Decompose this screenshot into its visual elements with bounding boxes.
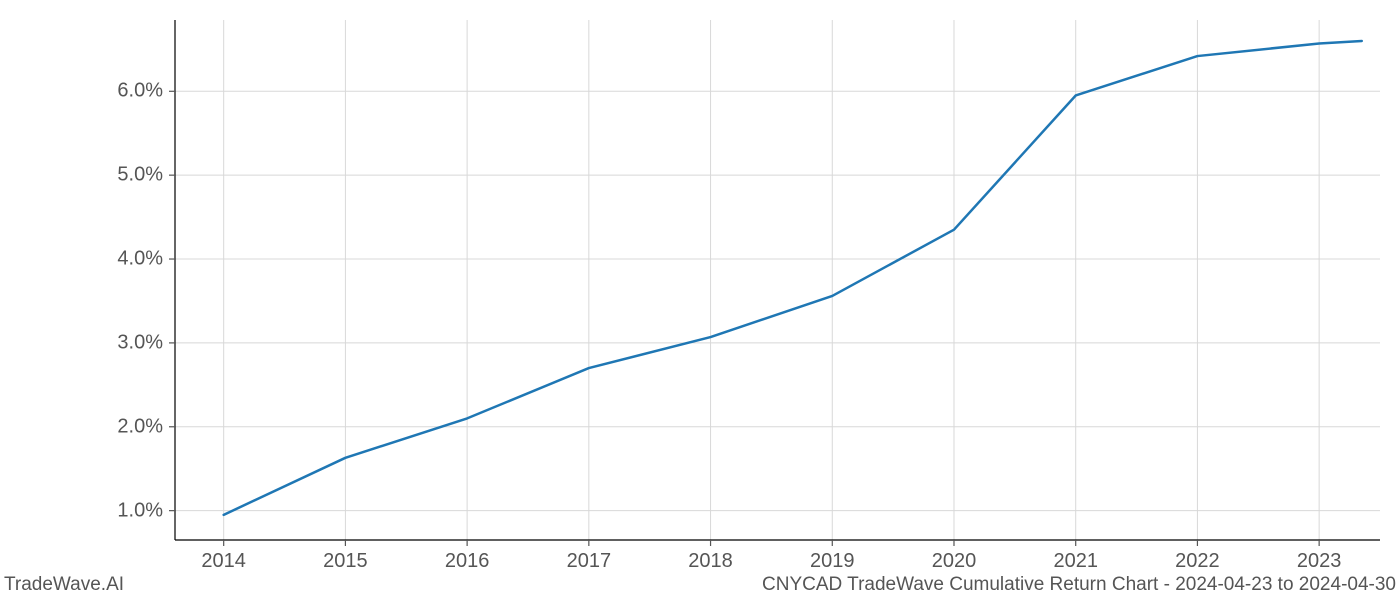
x-tick-label: 2018	[688, 550, 733, 573]
footer-right-text: CNYCAD TradeWave Cumulative Return Chart…	[762, 574, 1396, 596]
x-tick-label: 2017	[567, 550, 612, 573]
chart-container: 2014 2015 2016 2017 2018 2019 2020 2021 2022 2023…	[0, 0, 1400, 600]
y-tick-label: 5.0%	[117, 164, 163, 187]
y-tick-label: 3.0%	[117, 331, 163, 354]
x-tick-label: 2022	[1175, 550, 1220, 573]
y-tick-label: 1.0%	[117, 499, 163, 522]
x-tick-label: 2015	[323, 550, 368, 573]
chart-svg	[0, 0, 1400, 600]
x-tick-label: 2019	[810, 550, 855, 573]
y-tick-label: 2.0%	[117, 415, 163, 438]
x-tick-label: 2023	[1297, 550, 1342, 573]
x-tick-label: 2016	[445, 550, 490, 573]
y-tick-label: 4.0%	[117, 248, 163, 271]
footer-left-text: TradeWave.AI	[4, 574, 124, 596]
y-tick-label: 6.0%	[117, 80, 163, 103]
x-tick-label: 2014	[201, 550, 246, 573]
x-tick-label: 2020	[932, 550, 977, 573]
x-tick-label: 2021	[1053, 550, 1098, 573]
